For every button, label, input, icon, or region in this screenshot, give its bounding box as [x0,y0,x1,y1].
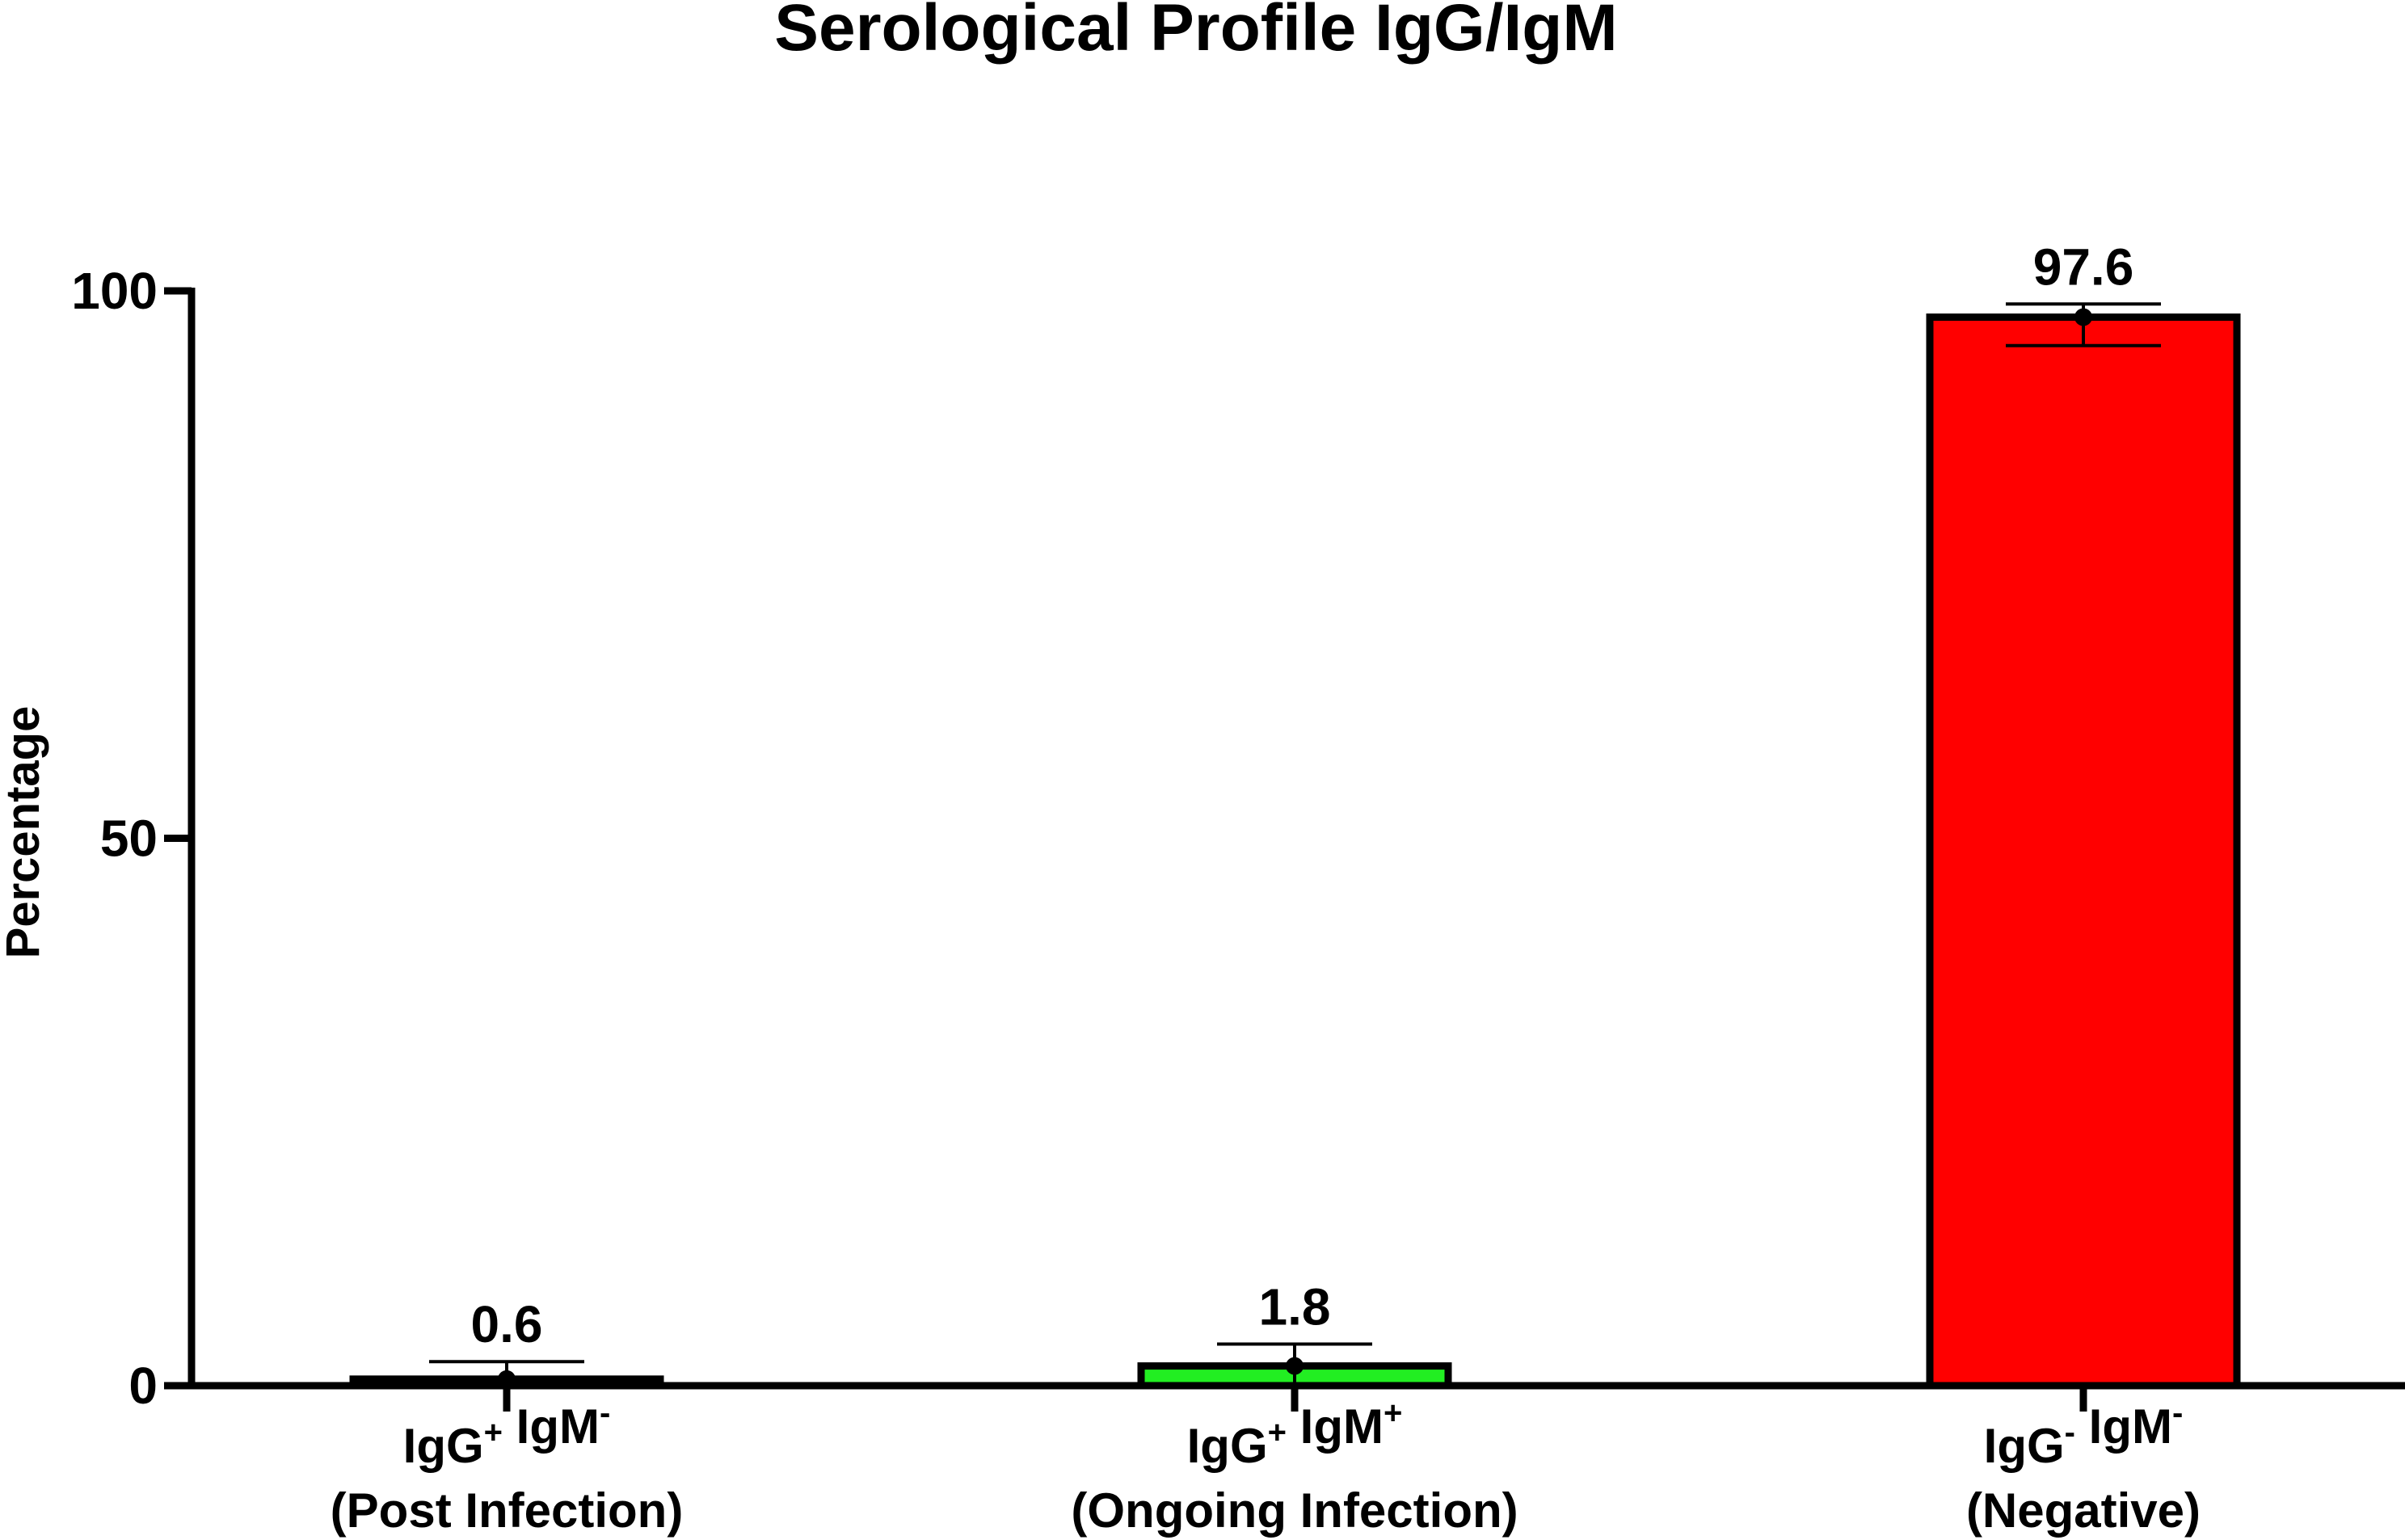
x-tick-label-1-line1: IgG+ IgM- [403,1395,611,1473]
value-label-2: 1.8 [1259,1278,1331,1336]
value-label-3: 97.6 [2033,238,2134,296]
y-tick-label-3: 100 [71,262,158,320]
superscript: - [2065,1415,2075,1450]
y-axis-label: Percentage [0,706,49,959]
chart-title: Serological Profile IgG/IgM [774,0,1617,65]
label-segment: IgM [1287,1399,1384,1454]
value-label-1: 0.6 [471,1295,543,1353]
x-tick-label-3-line2: (Negative) [1966,1483,2201,1538]
label-segment: IgG [403,1419,484,1473]
label-segment: IgG [1187,1419,1268,1473]
superscript: + [1384,1395,1402,1431]
mean-dot-2 [1286,1357,1304,1375]
superscript: + [1268,1415,1287,1450]
label-segment: IgG [1984,1419,2065,1473]
superscript: + [484,1415,503,1450]
x-tick-label-2-line2: (Ongoing Infection) [1071,1483,1518,1538]
superscript: - [600,1395,610,1431]
mean-dot-3 [2074,308,2092,326]
superscript: - [2172,1395,2183,1431]
x-tick-label-2-line1: IgG+ IgM+ [1187,1395,1403,1473]
y-tick-label-1: 0 [128,1357,158,1415]
label-segment: IgM [2075,1399,2172,1454]
label-segment: IgM [503,1399,600,1454]
bar-3 [1926,313,2241,1390]
x-tick-label-1-line2: (Post Infection) [331,1483,684,1538]
y-tick-label-2: 50 [100,810,158,868]
x-tick-label-3-line1: IgG- IgM- [1984,1395,2184,1473]
